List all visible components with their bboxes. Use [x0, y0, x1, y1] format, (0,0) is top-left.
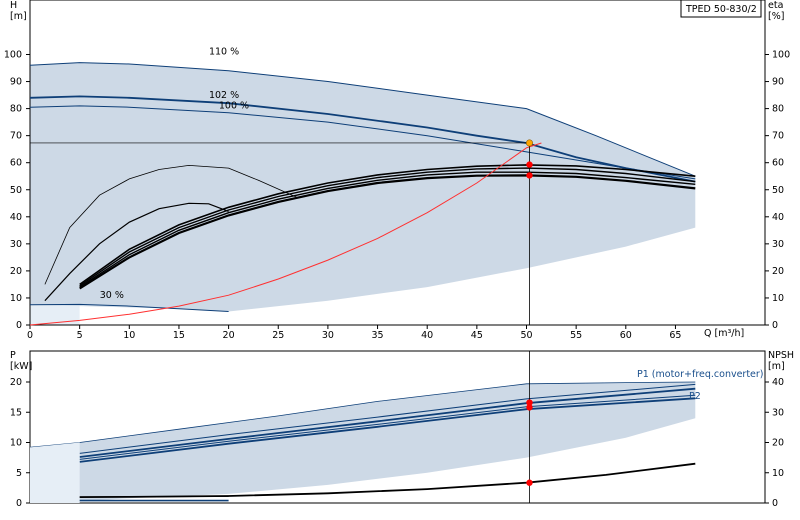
duty-point-marker [526, 161, 533, 168]
p-tick-label: 5 [16, 468, 22, 479]
series-head-102 [29, 95, 696, 183]
power-series-label: P2 [689, 391, 701, 402]
y-tick-label: 70 [10, 131, 22, 142]
power-envelope-upper [29, 381, 696, 448]
series-p2-lower [79, 397, 696, 463]
series-eta-4 [79, 174, 696, 290]
duty-point-marker [525, 139, 533, 147]
y-axis-label-h: H [m] [10, 0, 27, 22]
x-tick-label: 25 [272, 330, 284, 341]
bottom-plot-frame [29, 350, 766, 504]
npsh-tick-label: 30 [772, 407, 784, 418]
y-tick-label: 80 [10, 104, 22, 115]
x-tick-label: 0 [27, 330, 33, 341]
series-eta-max [44, 202, 229, 302]
p-tick-label: 15 [10, 407, 22, 418]
y2-tick-label: 70 [772, 131, 784, 142]
power-curves [29, 381, 696, 502]
y-tick-label: 0 [16, 320, 22, 331]
x-tick-label: 5 [77, 330, 83, 341]
npsh-tick-label: 40 [772, 377, 784, 388]
y2-tick-label: 60 [772, 158, 784, 169]
power-npsh-panel: 0 5 10 15 20 0 10 20 30 40 P1 (motor+freq.conver… [10, 350, 794, 509]
curve-label: 100 % [219, 101, 249, 112]
y-tick-label: 30 [10, 239, 22, 250]
series-eta-min [44, 164, 299, 285]
curves [29, 62, 696, 326]
curve-label: 102 % [209, 90, 239, 101]
x-tick-label: 50 [520, 330, 532, 341]
y2-tick-label: 50 [772, 185, 784, 196]
x-tick-label: 40 [421, 330, 433, 341]
npsh-tick-label: 10 [772, 468, 784, 479]
series-eta-3 [79, 171, 696, 288]
y2-tick-label: 20 [772, 266, 784, 277]
series-p2-upper [79, 394, 696, 460]
curve-labels: 110 % 102 %100 % 30 % [100, 47, 249, 301]
power-curve-labels: P1 (motor+freq.converter) P2 [637, 369, 764, 402]
operating-envelope [30, 62, 696, 312]
y-tick-label: 20 [10, 266, 22, 277]
npsh-axis-ticks: 0 10 20 30 40 [765, 377, 784, 509]
y-tick-label: 90 [10, 77, 22, 88]
series-p1-upper [79, 383, 696, 454]
series-head-30 [29, 303, 229, 312]
x-axis-label: Q [m³/h] [704, 328, 744, 339]
y2-tick-label: 90 [772, 77, 784, 88]
duty-point-marker [526, 399, 533, 406]
y2-tick-label: 10 [772, 293, 784, 304]
series-eta-2 [79, 167, 696, 287]
x-axis-ticks: 0 5 10 15 20 25 30 35 40 45 50 55 60 65 [27, 325, 681, 341]
x-tick-label: 65 [669, 330, 681, 341]
model-title-box [680, 0, 762, 18]
y-tick-label: 50 [10, 185, 22, 196]
x-tick-label: 55 [570, 330, 582, 341]
p-tick-label: 10 [10, 438, 22, 449]
y-tick-label: 100 [4, 50, 22, 61]
series-system-curve [29, 142, 542, 326]
model-title: TPED 50-830/2 [685, 4, 757, 15]
series-head-110 [29, 62, 696, 177]
x-tick-label: 10 [123, 330, 135, 341]
x-tick-label: 45 [471, 330, 483, 341]
npsh-tick-label: 0 [772, 498, 778, 509]
series-eta-1 [79, 164, 696, 286]
series-p1-lower [79, 387, 696, 458]
duty-point-marker [526, 479, 533, 486]
y2-tick-label: 0 [772, 320, 778, 331]
npsh-tick-label: 20 [772, 438, 784, 449]
y-axis-label-p: P [kW] [10, 350, 32, 372]
x-tick-label: 30 [322, 330, 334, 341]
duty-points [30, 139, 533, 325]
y2-axis-label-eta: eta [%] [768, 0, 784, 22]
x-tick-label: 60 [620, 330, 632, 341]
p-tick-label: 0 [16, 498, 22, 509]
duty-point-marker [526, 172, 533, 179]
curve-label: 110 % [209, 47, 239, 58]
series-head-100 [29, 105, 696, 180]
power-duty-points [526, 351, 533, 503]
p-tick-label: 20 [10, 377, 22, 388]
y2-tick-label: 40 [772, 212, 784, 223]
duty-point-marker [526, 404, 533, 411]
y2-axis-label-npsh: NPSH [m] [768, 350, 794, 372]
x-tick-label: 35 [372, 330, 384, 341]
y2-tick-label: 30 [772, 239, 784, 250]
curve-label: 30 % [100, 290, 124, 301]
y-tick-label: 10 [10, 293, 22, 304]
light-envelope-bottom [30, 442, 80, 503]
y-tick-label: 60 [10, 158, 22, 169]
y-tick-label: 40 [10, 212, 22, 223]
power-envelope [30, 382, 696, 503]
y2-tick-label: 100 [772, 50, 790, 61]
y-axis-ticks: 0 0 10 10 20 20 30 30 40 40 50 50 60 60 70 70 80 80 90 90 10… [4, 50, 790, 332]
p-axis-ticks: 0 5 10 15 20 [10, 377, 30, 509]
y2-tick-label: 80 [772, 104, 784, 115]
x-tick-label: 15 [173, 330, 185, 341]
power-series-label: P1 (motor+freq.converter) [637, 369, 764, 380]
x-tick-label: 20 [223, 330, 235, 341]
